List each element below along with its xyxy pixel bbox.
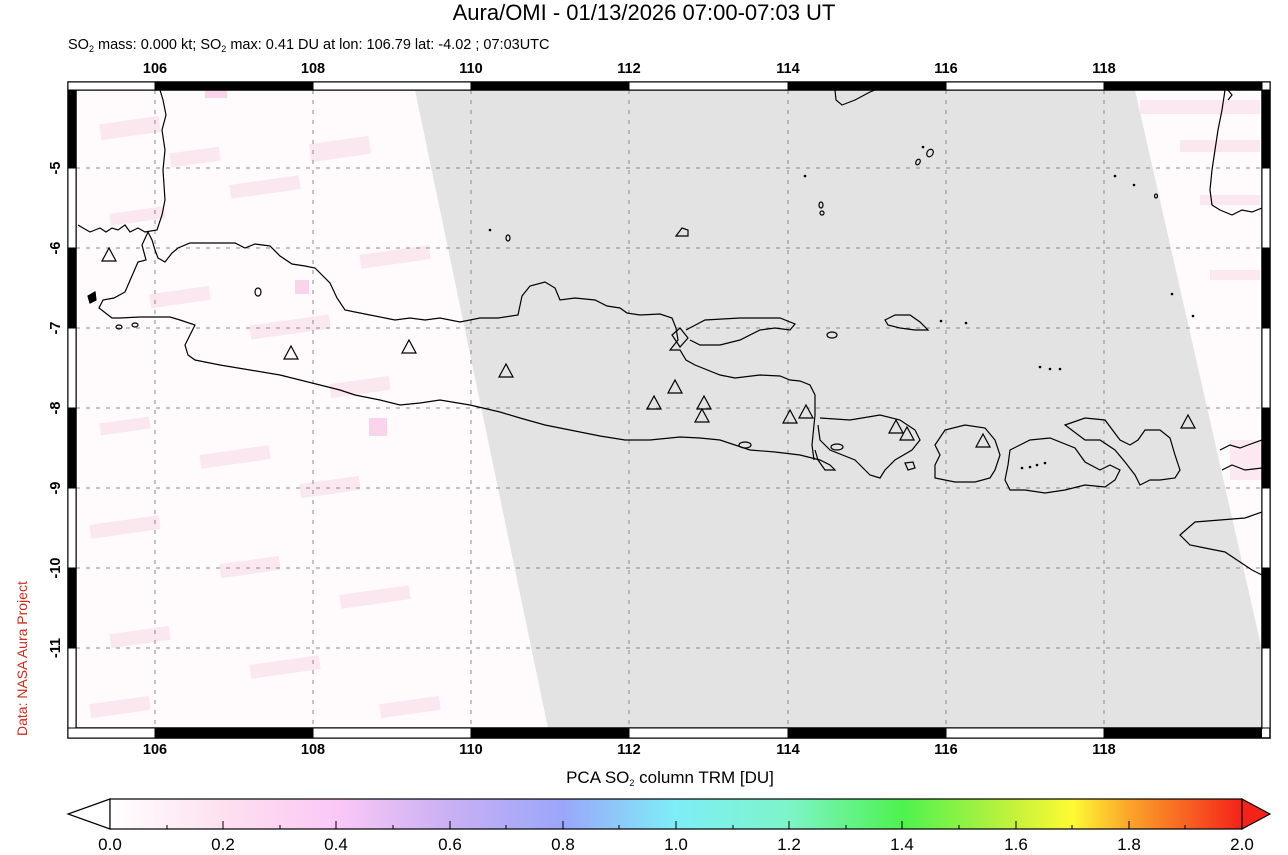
subtitle-text: mass: 0.000 kt; SO	[93, 37, 222, 53]
volcano-icon	[1179, 413, 1197, 429]
volcano-icon	[400, 338, 418, 354]
lon-tick-label-top: 112	[617, 61, 641, 77]
lat-tick-label-left: -5	[48, 161, 64, 175]
colorbar-tick-label: 1.0	[664, 835, 688, 854]
lon-tick-label-bottom: 116	[934, 742, 958, 758]
so2-pixels-strong	[205, 90, 387, 436]
lon-tick-label-bottom: 118	[1092, 742, 1116, 758]
lon-tick-label-top: 116	[934, 61, 958, 77]
so2-pixels-left	[89, 115, 441, 719]
subscript: 2	[88, 44, 94, 54]
lon-tick-label-top: 106	[142, 61, 168, 77]
map-title: Aura/OMI - 01/13/2026 07:00-07:03 UT	[452, 0, 836, 25]
lat-tick-label-left: -8	[48, 401, 64, 415]
subtitle-text: max: 0.41 DU at lon: 106.79 lat: -4.02 ;…	[226, 37, 550, 53]
colorbar-over-arrow	[1241, 797, 1272, 831]
colorbar-tick-label: 1.6	[1004, 835, 1028, 854]
lon-tick-label-top: 108	[300, 61, 326, 77]
colorbar-tick-label: 0.2	[211, 835, 235, 854]
volcano-markers	[100, 246, 1197, 448]
volcano-icon	[898, 425, 916, 441]
lat-tick-label-left: -11	[48, 637, 64, 659]
subscript: 2	[629, 778, 635, 788]
lat-tick-label-left: -9	[48, 481, 64, 495]
volcano-icon	[282, 344, 300, 360]
map-frame	[67, 81, 1271, 739]
lon-tick-label-bottom: 108	[300, 742, 326, 758]
colorbar-tick-label: 1.4	[890, 835, 914, 854]
volcano-icon	[797, 403, 815, 419]
lat-tick-label-left: -6	[48, 241, 64, 255]
coastlines	[77, 90, 1262, 576]
lon-tick-label-bottom: 110	[459, 742, 483, 758]
volcano-icon	[666, 378, 684, 394]
volcano-icon	[695, 394, 713, 410]
lon-tick-label-bottom: 114	[776, 742, 800, 758]
graticule	[76, 90, 1262, 728]
volcano-icon	[974, 432, 992, 448]
lon-tick-label-top: 118	[1092, 61, 1116, 77]
volcano-icon	[497, 362, 515, 378]
colorbar-tick-label: 1.8	[1117, 835, 1141, 854]
so2-pixels-right	[1140, 100, 1262, 480]
volcano-icon	[693, 407, 711, 423]
lat-tick-label-left: -10	[48, 557, 64, 579]
volcano-icon	[887, 418, 905, 434]
subtitle-text: SO	[68, 37, 89, 53]
lon-tick-label-top: 114	[776, 61, 800, 77]
colorbar-tick-label: 2.0	[1230, 835, 1254, 854]
lon-tick-label-top: 110	[459, 61, 483, 77]
lon-tick-label-bottom: 112	[617, 742, 641, 758]
colorbar-title-text: column TRM [DU]	[634, 768, 774, 787]
colorbar-tick-label: 0.8	[551, 835, 575, 854]
colorbar	[66, 797, 1272, 831]
volcano-icon	[100, 246, 118, 262]
colorbar-title: PCA SO2 column TRM [DU]	[0, 768, 1288, 788]
colorbar-tick-label: 1.2	[777, 835, 801, 854]
colorbar-tick-label: 0.0	[98, 835, 122, 854]
volcano-icon	[781, 408, 799, 424]
map-subtitle: SO2 mass: 0.000 kt; SO2 max: 0.41 DU at …	[68, 36, 550, 58]
colorbar-tick-label: 0.6	[438, 835, 462, 854]
subscript: 2	[221, 44, 227, 54]
lat-tick-label-left: -7	[48, 321, 64, 335]
colorbar-title-text: PCA SO	[566, 768, 630, 787]
colorbar-tick-label: 0.4	[324, 835, 348, 854]
data-layer	[76, 90, 1262, 728]
volcano-icon	[645, 394, 663, 410]
colorbar-under-arrow	[66, 798, 111, 830]
lon-tick-label-bottom: 106	[142, 742, 168, 758]
small-island-dots	[488, 145, 1195, 470]
colorbar-ticks	[166, 821, 1186, 829]
